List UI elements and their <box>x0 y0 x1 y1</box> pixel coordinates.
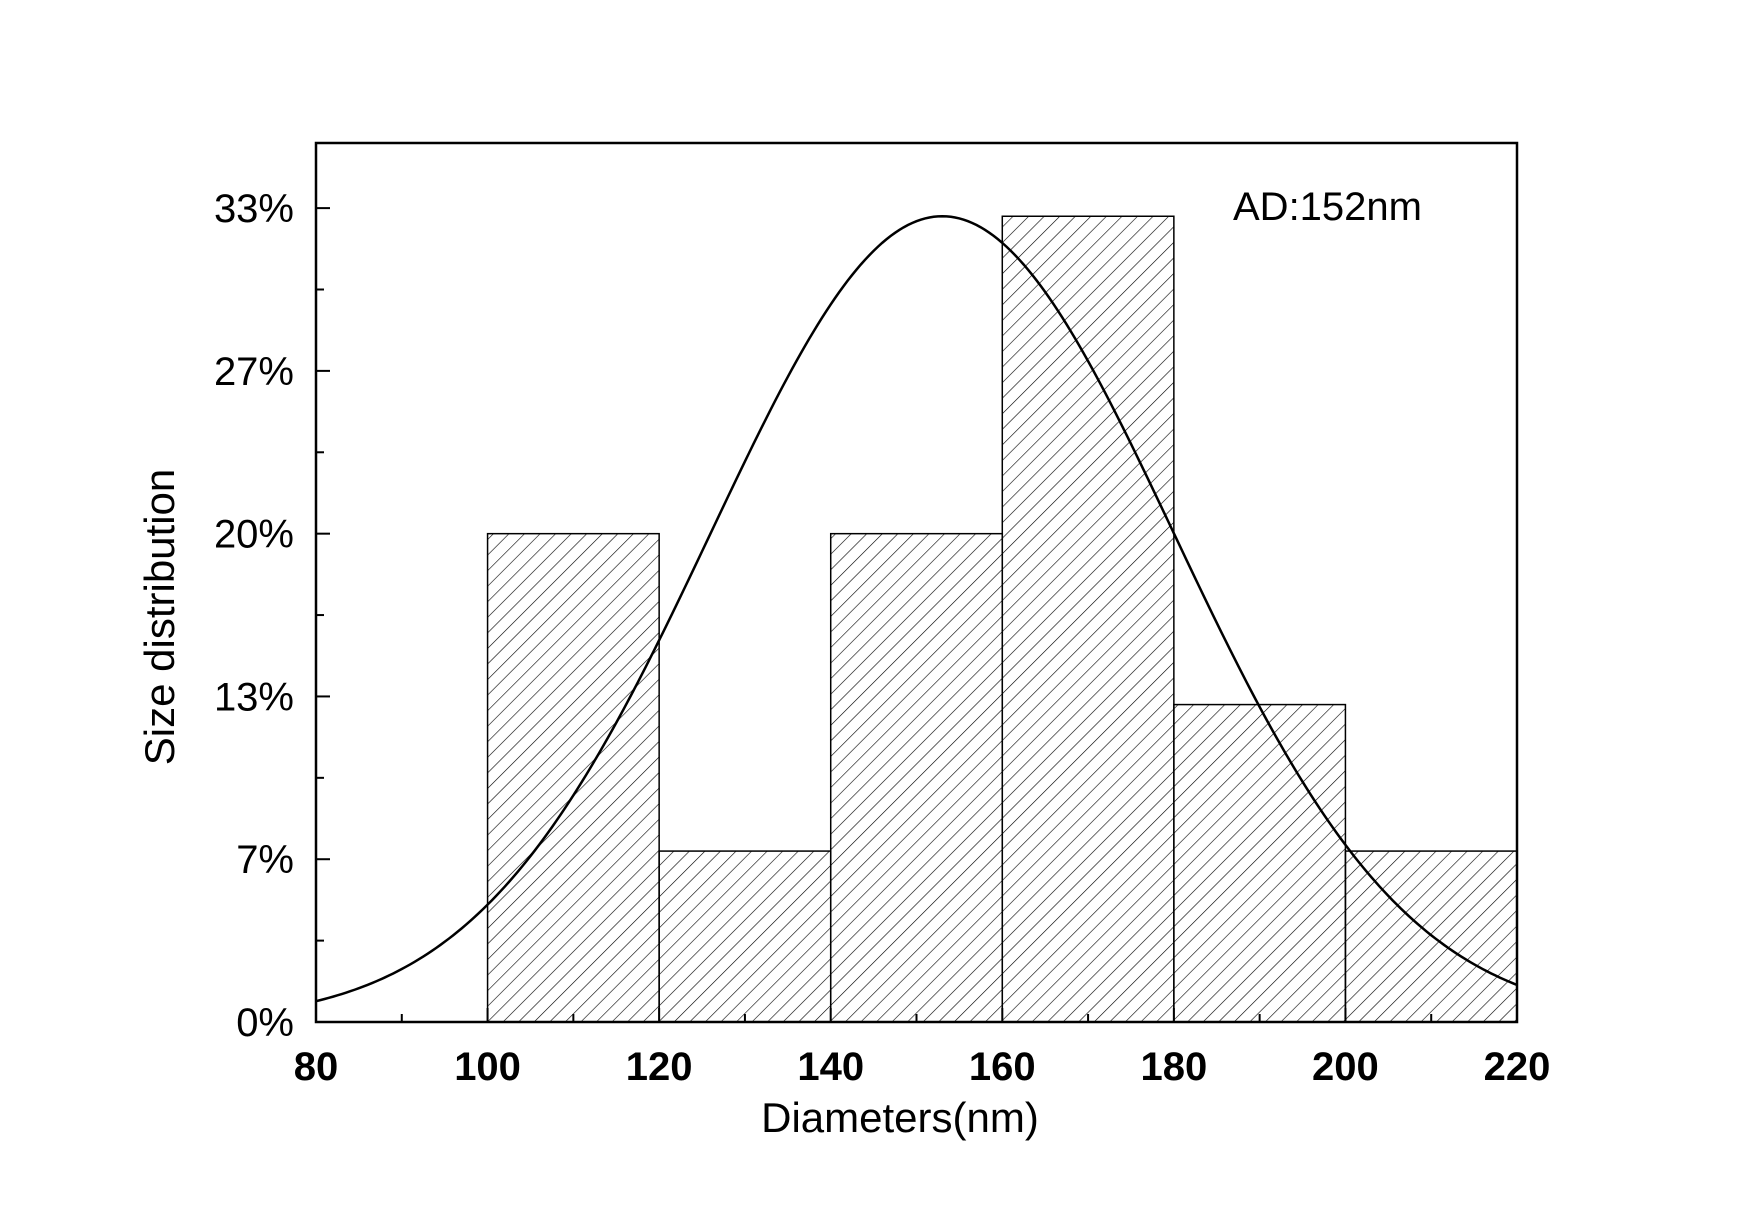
histogram-bar-3 <box>1001 215 1175 1023</box>
histogram-bar-1 <box>658 850 832 1023</box>
histogram-bars <box>486 215 1518 1023</box>
y-tick-label: 33% <box>214 187 294 231</box>
y-tick-label: 20% <box>214 513 294 557</box>
annotation-average-diameter: AD:152nm <box>1233 185 1422 229</box>
y-axis: 0% 7% 13% 20% 27% 33% <box>214 187 330 1045</box>
x-tick-label: 80 <box>294 1045 339 1089</box>
x-tick-label: 120 <box>626 1045 693 1089</box>
y-tick-label: 7% <box>236 838 294 882</box>
y-axis-title: Size distribution <box>136 469 183 765</box>
x-tick-label: 200 <box>1312 1045 1379 1089</box>
histogram-bar-2 <box>829 532 1004 1023</box>
x-tick-label: 160 <box>969 1045 1036 1089</box>
histogram-bar-0 <box>486 532 660 1023</box>
y-tick-label: 0% <box>236 1001 294 1045</box>
x-axis: 80 100 120 140 160 180 200 220 <box>294 1008 1551 1089</box>
y-tick-label: 27% <box>214 350 294 394</box>
x-tick-label: 220 <box>1484 1045 1551 1089</box>
gaussian-fit-curve <box>316 214 1517 1003</box>
x-tick-label: 100 <box>454 1045 521 1089</box>
x-tick-label: 180 <box>1140 1045 1207 1089</box>
x-axis-title: Diameters(nm) <box>761 1094 1039 1141</box>
y-tick-label: 13% <box>214 675 294 719</box>
histogram-bar-4 <box>1173 703 1347 1023</box>
x-tick-label: 140 <box>797 1045 864 1089</box>
